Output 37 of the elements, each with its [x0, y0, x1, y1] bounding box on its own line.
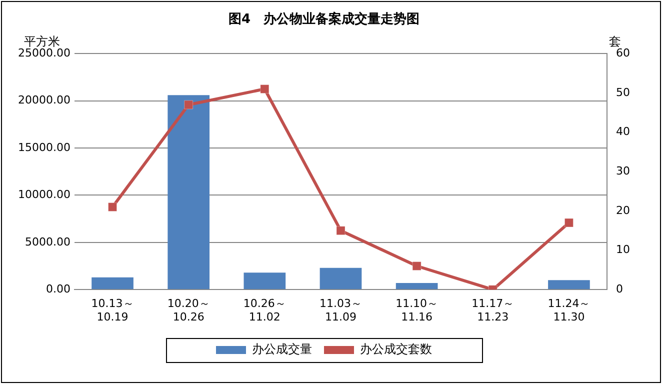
- y2-axis-title: 套: [609, 34, 622, 49]
- y2-tick-label: 30: [616, 164, 630, 178]
- y2-tick-label: 20: [616, 204, 630, 217]
- point: [108, 202, 118, 212]
- y-tick-label: 0.00: [46, 282, 70, 296]
- x-tick-label: 11.03～11.09: [319, 297, 362, 324]
- bar: [396, 282, 438, 290]
- y2-tick-label: 60: [616, 46, 630, 60]
- x-tick-label: 10.20～10.26: [167, 297, 210, 324]
- bar: [548, 280, 590, 290]
- x-tick-label: 11.10～11.16: [396, 297, 438, 324]
- y-tick-label: 10000.00: [18, 188, 70, 202]
- point: [336, 226, 346, 236]
- y2-tick-label: 0: [616, 282, 624, 296]
- point: [564, 218, 574, 228]
- bar: [168, 95, 210, 290]
- y-tick-label: 25000.00: [18, 46, 70, 60]
- point: [412, 262, 422, 270]
- chart-title: 图4 办公物业备案成交量走势图: [228, 11, 420, 28]
- bar: [92, 277, 134, 290]
- x-tick-label: 11.17～11.23: [472, 297, 514, 324]
- x-tick-label: 11.24～11.30: [548, 297, 590, 324]
- y-tick-label: 15000.00: [18, 140, 70, 154]
- x-tick-label: 10.13～10.19: [91, 297, 134, 324]
- x-tick-label: 10.26～11.02: [243, 297, 286, 324]
- y-tick-label: 20000.00: [18, 94, 70, 107]
- y2-tick-label: 50: [616, 86, 630, 99]
- bar: [244, 272, 286, 290]
- y-axis-title: 平方米: [24, 34, 60, 49]
- y-tick-label: 5000.00: [24, 235, 70, 248]
- bar: [320, 268, 362, 290]
- legend-label: 办公成交套数: [360, 342, 432, 356]
- y2-tick-label: 40: [616, 125, 630, 138]
- point: [260, 84, 270, 94]
- y2-tick-label: 10: [616, 243, 630, 256]
- point: [184, 100, 194, 110]
- legend-label: 办公成交量: [252, 342, 312, 356]
